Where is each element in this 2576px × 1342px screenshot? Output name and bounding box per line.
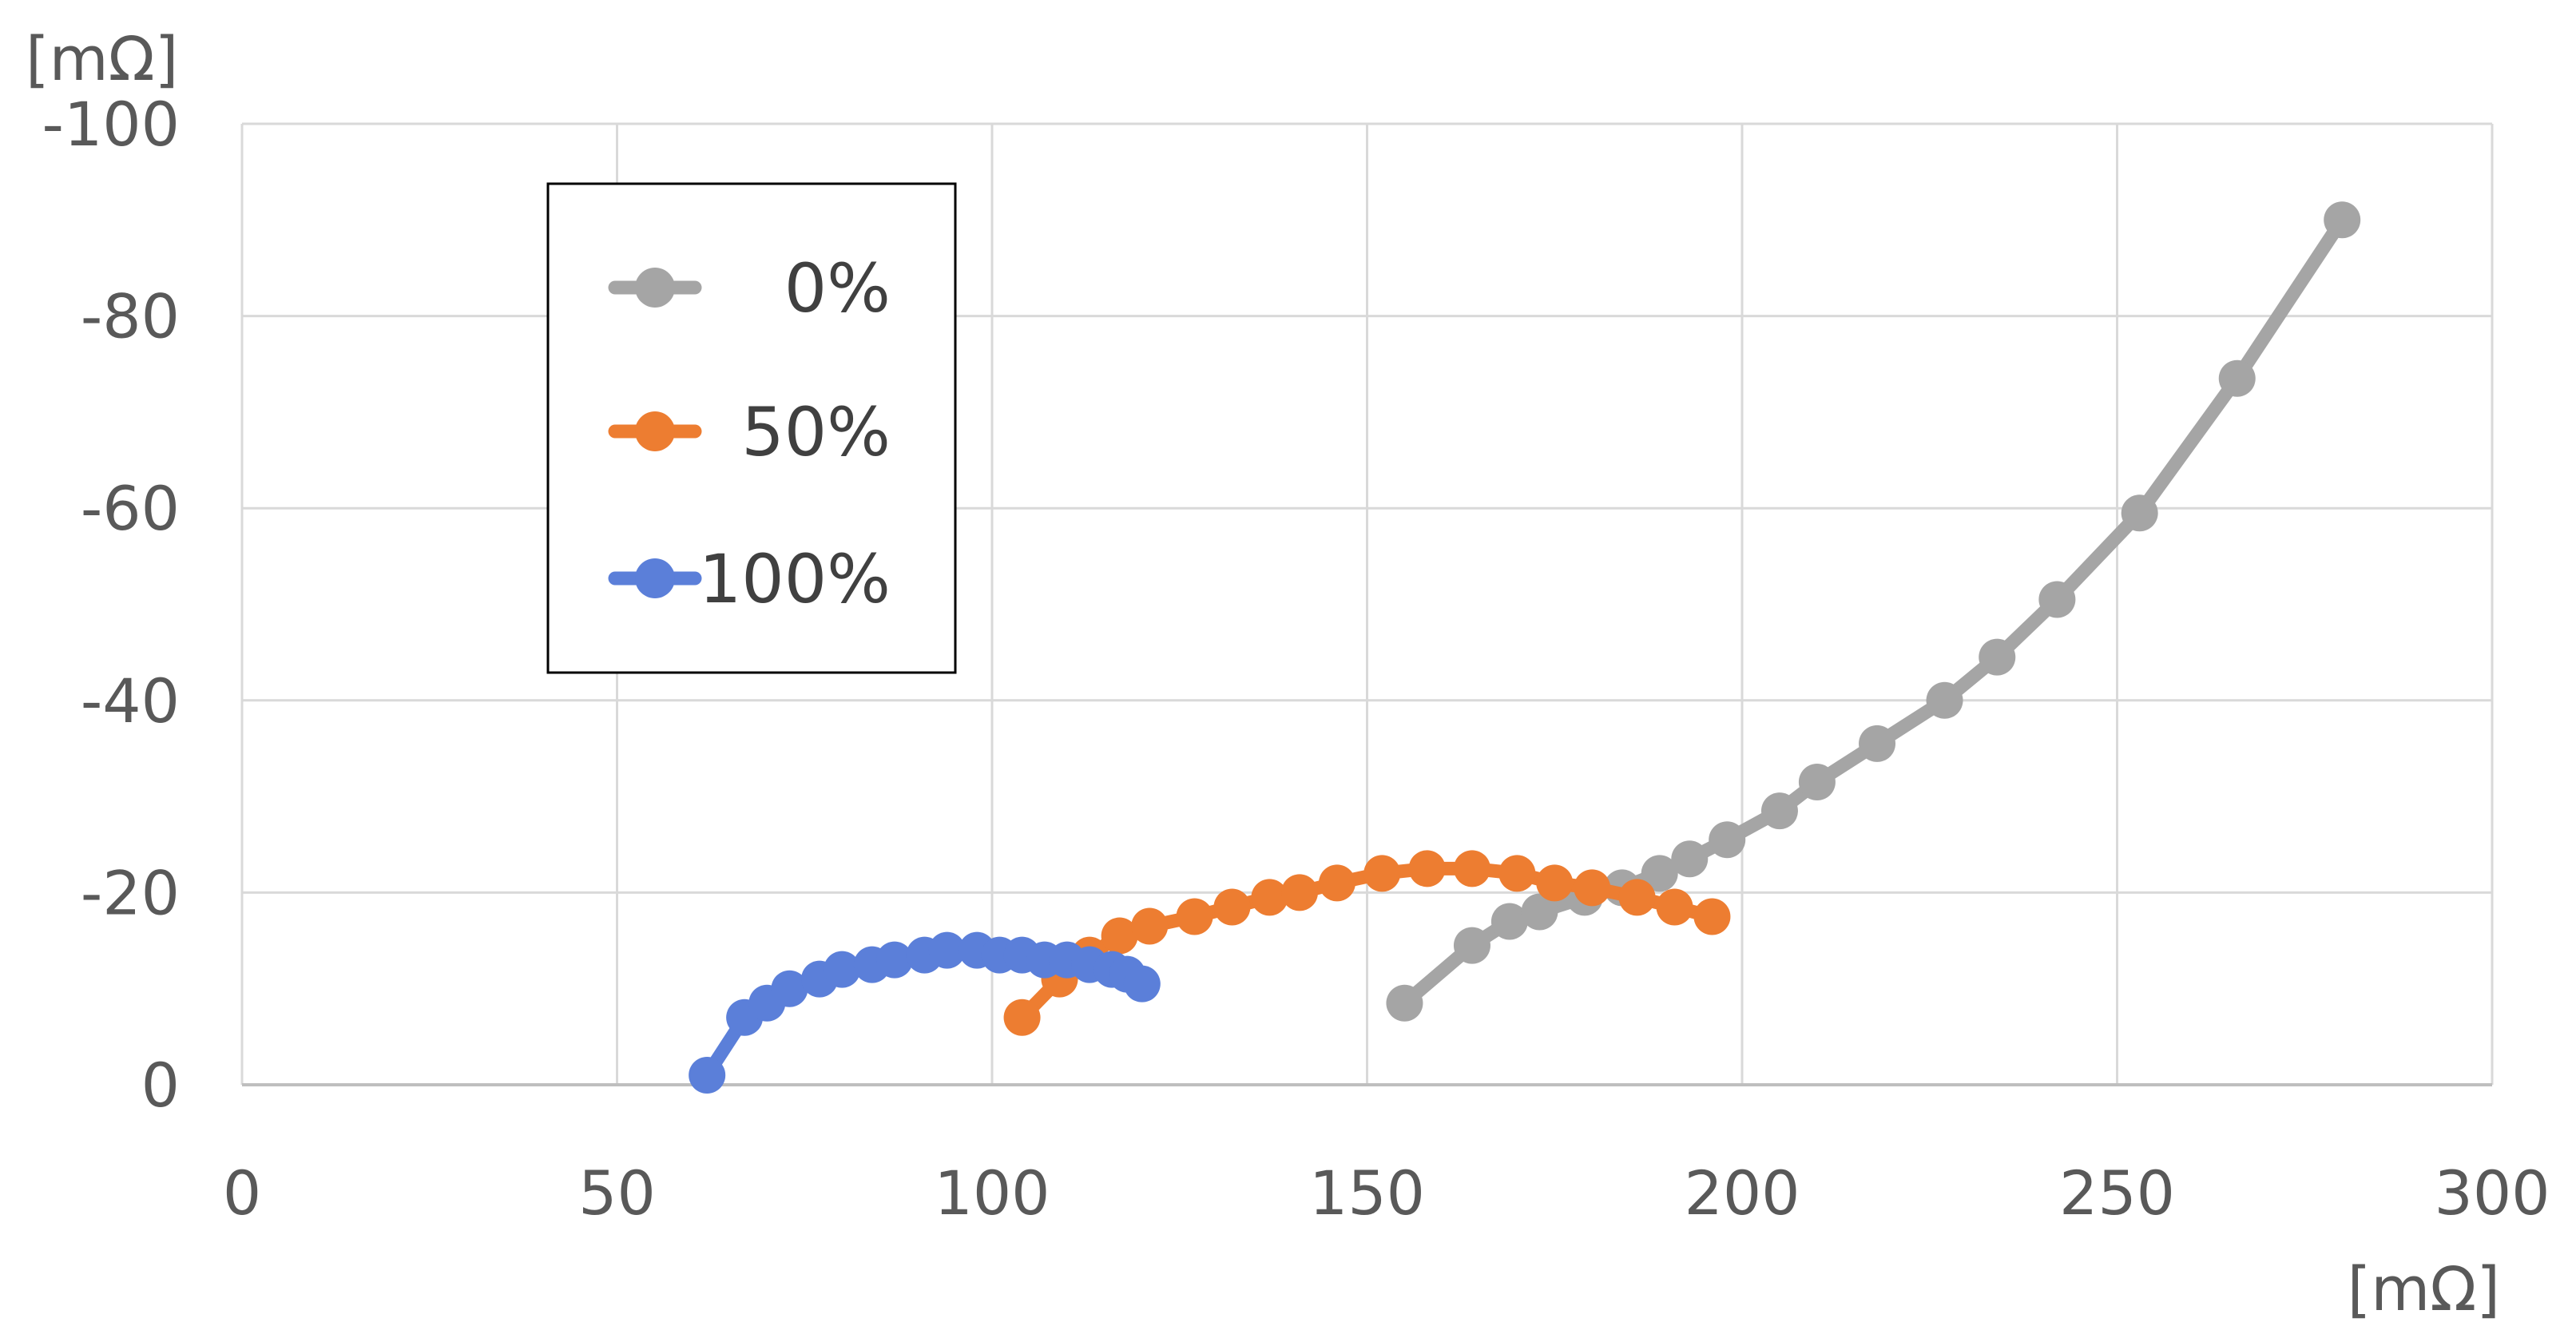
data-point [1656, 888, 1693, 926]
x-tick-label: 150 [1309, 1157, 1425, 1229]
data-point [2324, 201, 2361, 239]
data-point [928, 931, 966, 969]
data-point [1641, 855, 1678, 892]
legend-swatch-marker [635, 268, 675, 308]
data-point [1318, 864, 1355, 902]
x-tick-label: 300 [2434, 1157, 2550, 1229]
x-tick-label: 0 [223, 1157, 261, 1229]
legend: 0% 50% 100% [546, 182, 957, 674]
data-point [1123, 965, 1161, 1003]
y-tick-label: 0 [141, 1050, 180, 1121]
data-point [1408, 850, 1446, 887]
x-tick-label: 50 [578, 1157, 656, 1229]
data-point [1709, 821, 1746, 859]
data-point [1574, 869, 1611, 907]
data-point [1101, 917, 1138, 955]
series-100-pct [689, 931, 1161, 1094]
data-point [1251, 879, 1288, 916]
legend-item: 0% [608, 249, 891, 328]
x-tick-label: 100 [934, 1157, 1050, 1229]
legend-label: 0% [784, 249, 891, 328]
data-point [1760, 792, 1798, 830]
data-point [1926, 681, 1963, 719]
y-tick-label: -20 [81, 857, 180, 928]
data-point [1131, 907, 1169, 945]
legend-swatch-marker [635, 411, 675, 451]
y-tick-label: -100 [42, 89, 180, 160]
x-tick-label: 250 [2059, 1157, 2175, 1229]
legend-item: 100% [608, 540, 891, 618]
legend-label: 50% [741, 393, 891, 471]
data-point [1003, 999, 1041, 1036]
x-tick-label: 200 [1684, 1157, 1800, 1229]
data-point [689, 1056, 726, 1094]
data-point [1979, 638, 2016, 676]
data-point [1363, 855, 1401, 892]
data-series [689, 201, 2361, 1094]
data-point [1521, 893, 1558, 931]
y-tick-label: -40 [81, 665, 180, 737]
y-axis-unit-label: [mΩ] [26, 23, 178, 94]
data-point [1798, 764, 1836, 801]
y-tick-label: -80 [81, 281, 180, 352]
y-tick-label: -60 [81, 473, 180, 544]
data-point [1386, 984, 1423, 1022]
data-point [1213, 888, 1251, 926]
x-axis-unit-label: [mΩ] [2348, 1253, 2500, 1324]
series-0-pct [1386, 201, 2361, 1022]
data-point [1176, 898, 1213, 935]
data-point [2218, 359, 2256, 397]
axes: 0 50 100 150 200 250 300 0 -20 -40 -60 -80 -100 [42, 89, 2550, 1229]
data-point [2121, 494, 2158, 532]
legend-label: 100% [699, 540, 891, 618]
data-point [1671, 840, 1709, 878]
data-point [771, 970, 808, 1007]
legend-swatch-marker [635, 558, 675, 598]
data-point [1618, 879, 1656, 916]
data-point [1453, 850, 1490, 887]
data-point [1490, 903, 1528, 940]
data-point [1498, 855, 1536, 892]
data-point [2038, 581, 2076, 618]
data-point [1859, 725, 1896, 762]
data-point [1453, 927, 1490, 964]
data-point [824, 951, 861, 988]
data-point [875, 941, 913, 979]
data-point [1536, 864, 1574, 902]
data-point [1693, 898, 1731, 935]
data-point [1280, 874, 1318, 911]
legend-item: 50% [608, 393, 891, 471]
